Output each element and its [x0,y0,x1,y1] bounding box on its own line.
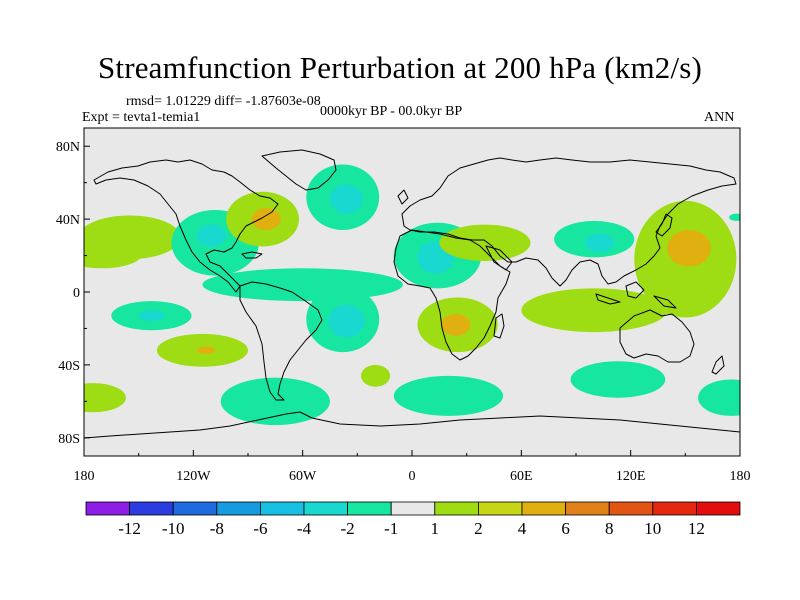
colorbar-label: -10 [162,519,185,538]
coastline-madagascar [493,313,505,339]
lon-tick-label: 120W [176,469,211,484]
coastline-greenland [261,149,337,191]
coastline-indonesia [595,281,677,309]
anomaly-blob-27 [570,361,666,398]
lon-tick-label: 120E [616,469,646,484]
colorbar-swatch [434,501,479,516]
colorbar-label: -4 [297,519,312,538]
colorbar-swatch [172,501,218,516]
anomaly-blob-30 [698,379,740,416]
anomaly-blob-25 [585,233,615,252]
colorbar-label: 2 [474,519,483,538]
coastline-north-america [93,159,279,293]
coastline-africa [393,229,511,361]
colorbar-label: 4 [518,519,527,538]
colorbar-swatch [259,501,305,516]
colorbar-swatch [216,501,261,516]
anomaly-blob-10 [328,304,365,338]
colorbar-swatch [696,501,741,516]
colorbar-swatch [608,501,654,516]
stats-text: rmsd= 1.01229 diff= -1.87603e-08 [126,94,321,109]
colorbar-swatch [477,501,523,516]
colorbar-label: 1 [431,519,440,538]
colorbar-swatch [565,501,610,516]
colorbar-swatch [85,501,130,516]
colorbar-label: 12 [688,519,705,538]
colorbar-swatch [347,501,392,516]
lon-tick-label: 60W [289,469,317,484]
lat-tick-label: 80N [56,140,80,155]
lon-tick-label: 180 [74,469,95,484]
longitude-axis: 180 120W 60W 0 60E 120E 180 [74,450,751,484]
anomaly-blob-31 [729,213,740,221]
anomaly-blob-14 [196,346,216,354]
anomaly-blob-1 [84,239,143,269]
anomaly-blob-5 [251,208,281,231]
colorbar-label: -8 [210,519,224,538]
coastline-japan [655,213,673,237]
map-title: Streamfunction Perturbation at 200 hPa (… [97,50,703,85]
anomaly-blob-12 [138,310,165,322]
anomaly-blob-16 [84,383,126,413]
lat-tick-label: 40S [58,359,80,374]
experiment-label: Expt = tevta1-temia1 [82,110,201,125]
colorbar-label: 8 [605,519,614,538]
lat-tick-label: 80S [58,432,80,447]
anomaly-blob-17 [360,364,391,387]
anomaly-blob-3 [196,224,227,247]
anomaly-blob-29 [667,230,711,267]
colorbar-label: -2 [341,519,355,538]
anomaly-blob-8 [202,268,403,302]
period-label: 0000kyr BP - 00.0kyr BP [320,104,463,119]
coastline-new-zealand [711,355,725,375]
anomaly-blob-23 [393,375,504,416]
colorbar-swatch [652,501,697,516]
coastline-south-america [239,281,323,401]
coastlines [84,149,740,439]
anomaly-layer [84,164,740,426]
anomaly-blob-26 [521,288,668,333]
colorbar-swatch [521,501,566,516]
colorbar: -12 -10 -8 -6 -4 -2 -1 1 2 4 6 8 10 12 [85,501,741,538]
coastline-arabia [485,245,513,271]
anomaly-blob-20 [439,224,531,262]
colorbar-label: -6 [253,519,267,538]
lon-tick-label: 0 [409,469,416,484]
colorbar-swatch [303,501,348,516]
season-label: ANN [704,110,735,125]
colorbar-label: -12 [118,519,141,538]
lon-tick-label: 60E [510,469,533,484]
coastline-australia [619,309,695,363]
coastline-caribbean [241,251,263,259]
latitude-axis: 80N 40N 0 40S 80S [56,140,90,447]
colorbar-label: 10 [644,519,661,538]
coastline-britain [397,189,409,205]
lat-tick-label: 0 [73,286,80,301]
coastline-antarctica [84,411,740,439]
lon-tick-label: 180 [730,469,751,484]
anomaly-blob-7 [330,184,363,214]
colorbar-swatch [129,501,174,516]
colorbar-label: 6 [561,519,570,538]
anomaly-blob-22 [441,313,471,336]
colorbar-swatch [390,501,436,516]
lat-tick-label: 40N [56,213,80,228]
colorbar-label: -1 [384,519,398,538]
